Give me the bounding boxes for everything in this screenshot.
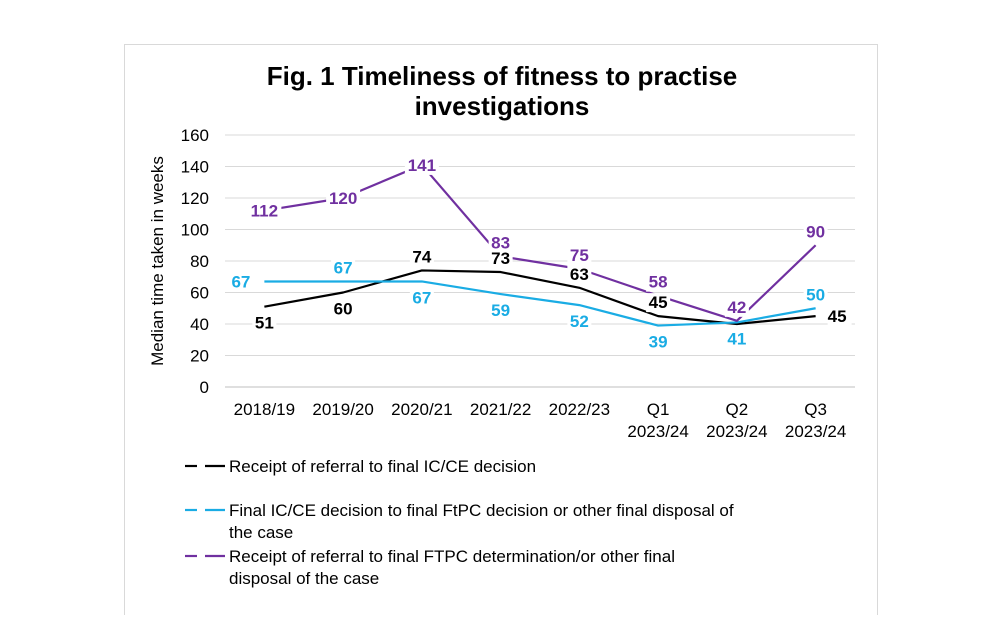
data-label-bg	[409, 288, 434, 308]
data-label-bg	[724, 297, 749, 317]
data-label: 73	[491, 249, 510, 268]
chart-title-line: investigations	[415, 91, 590, 121]
x-tick-label: Q3	[804, 400, 827, 419]
data-label: 52	[570, 312, 589, 331]
data-label-bg	[803, 285, 828, 305]
y-tick-label: 0	[200, 378, 209, 397]
data-label: 58	[649, 273, 668, 292]
data-label: 74	[412, 247, 431, 266]
legend-entry-label: Receipt of referral to final FTPC determ…	[229, 547, 675, 566]
data-label: 67	[334, 258, 353, 277]
data-label-bg	[409, 247, 434, 267]
y-tick-label: 100	[181, 221, 209, 240]
data-label-bg	[488, 249, 513, 269]
data-label-bg	[567, 264, 592, 284]
x-tick-label: 2022/23	[549, 400, 610, 419]
data-label-bg	[326, 189, 361, 208]
data-label: 67	[231, 272, 250, 291]
data-label: 90	[806, 222, 825, 241]
data-label: 45	[649, 293, 668, 312]
y-tick-label: 20	[190, 347, 209, 366]
data-label: 41	[727, 329, 746, 348]
x-tick-label: 2023/24	[785, 422, 846, 441]
chart-frame: Fig. 1 Timeliness of fitness to practise…	[124, 44, 878, 615]
data-label: 50	[806, 285, 825, 304]
data-label-bg	[646, 272, 671, 292]
x-tick-label: 2021/22	[470, 400, 531, 419]
data-label-bg	[567, 312, 592, 332]
x-tick-label: 2019/20	[312, 400, 373, 419]
series-line	[264, 280, 816, 327]
data-label-bg	[488, 233, 513, 253]
data-label-bg	[404, 155, 439, 175]
y-tick-label: 60	[190, 284, 209, 303]
data-label-bg	[803, 222, 828, 242]
legend-entry-label: Final IC/CE decision to final FtPC decis…	[229, 501, 734, 520]
legend-entry-label: Receipt of referral to final IC/CE decis…	[229, 457, 536, 476]
data-label: 51	[255, 314, 274, 333]
legend-entry-label: disposal of the case	[229, 569, 379, 588]
gridlines	[225, 134, 855, 388]
data-label-bg	[252, 313, 277, 333]
chart-title-line: Fig. 1 Timeliness of fitness to practise	[267, 61, 738, 91]
data-label: 42	[727, 298, 746, 317]
x-tick-label: 2020/21	[391, 400, 452, 419]
data-label: 120	[329, 189, 357, 208]
y-tick-label: 140	[181, 158, 209, 177]
data-label: 45	[828, 307, 847, 326]
data-label: 60	[334, 300, 353, 319]
data-label-bg	[226, 272, 251, 292]
x-tick-label: 2018/19	[234, 400, 295, 419]
x-tick-label: Q2	[726, 400, 749, 419]
y-axis-ticks: 0 20 40 60 80 100 120 140 160	[181, 126, 209, 397]
data-label: 59	[491, 301, 510, 320]
data-label: 75	[570, 246, 589, 265]
y-axis-title: Median time taken in weeks	[148, 156, 167, 366]
y-tick-label: 120	[181, 189, 209, 208]
x-tick-label: Q1	[647, 400, 670, 419]
data-labels: 5160747363454045676767595239415011212014…	[226, 155, 852, 352]
data-label-bg	[567, 245, 592, 265]
y-tick-label: 80	[190, 252, 209, 271]
data-label: 67	[412, 288, 431, 307]
data-label-bg	[646, 293, 671, 313]
data-label-bg	[488, 301, 513, 321]
data-label: 63	[570, 265, 589, 284]
line-chart: Fig. 1 Timeliness of fitness to practise…	[148, 61, 855, 588]
x-tick-label: 2023/24	[627, 422, 688, 441]
y-axis-label: Median time taken in weeks	[148, 156, 167, 366]
data-label: 39	[649, 333, 668, 352]
legend: Receipt of referral to final IC/CE decis…	[185, 457, 734, 588]
data-label: 83	[491, 233, 510, 252]
data-label-bg	[646, 332, 671, 352]
chart-title: Fig. 1 Timeliness of fitness to practise…	[267, 61, 738, 121]
y-tick-label: 40	[190, 315, 209, 334]
y-tick-label: 160	[181, 126, 209, 145]
data-label: 112	[251, 202, 278, 221]
x-axis-ticks: 2018/19 2019/20 2020/21 2021/22 2022/23 Q1 202…	[234, 400, 847, 441]
data-label-bg	[331, 258, 356, 278]
data-label-bg	[724, 329, 749, 349]
data-label-bg	[827, 307, 852, 327]
data-label: 141	[408, 156, 436, 175]
legend-entry-label: the case	[229, 523, 293, 542]
data-label-bg	[247, 201, 282, 221]
data-label-bg	[331, 299, 356, 319]
x-tick-label: 2023/24	[706, 422, 767, 441]
